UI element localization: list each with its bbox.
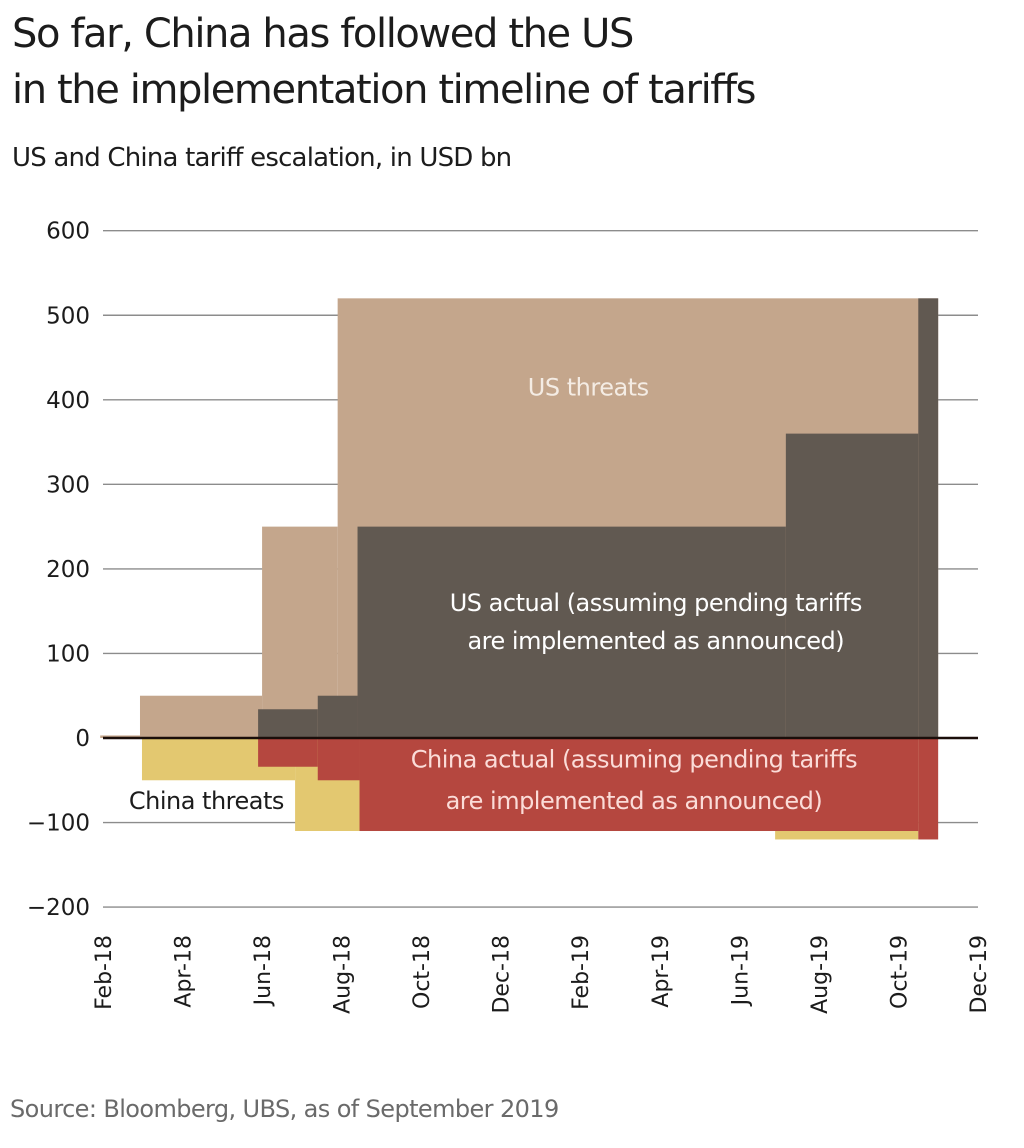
x-tick-label: Oct-18 <box>410 935 435 1009</box>
step-bar <box>918 298 939 738</box>
step-bar <box>317 695 358 738</box>
annotation-label: US actual (assuming pending tariffs <box>450 589 862 617</box>
chart-title-line-2: in the implementation timeline of tariff… <box>12 67 756 113</box>
step-areas <box>100 298 939 840</box>
y-tick-label: 200 <box>46 557 90 583</box>
y-tick-label: 600 <box>46 219 90 245</box>
x-tick-label: Apr-19 <box>649 935 674 1008</box>
y-tick-label: −100 <box>27 811 90 837</box>
x-tick-label: Dec-18 <box>490 935 515 1014</box>
chart-title: So far, China has followed the US in the… <box>12 6 756 118</box>
annotation-label: China threats <box>129 787 284 815</box>
step-bar <box>258 738 318 767</box>
x-tick-label: Feb-18 <box>92 935 117 1010</box>
y-tick-label: −200 <box>27 895 90 921</box>
x-axis-ticks: Feb-18 Apr-18 Jun-18 Aug-18 Oct-18 Dec-18 Feb-… <box>92 935 992 1014</box>
step-bar <box>918 738 939 840</box>
x-tick-label: Jun-18 <box>251 935 276 1007</box>
annotation-label: China actual (assuming pending tariffs <box>411 746 857 774</box>
y-tick-label: 500 <box>46 303 90 329</box>
annotations: US threats US actual (assuming pending ta… <box>118 374 862 820</box>
x-tick-label: Aug-18 <box>331 935 356 1014</box>
x-tick-label: Dec-19 <box>967 935 992 1014</box>
y-tick-label: 0 <box>75 726 90 752</box>
y-tick-label: 300 <box>46 472 90 498</box>
x-tick-label: Jun-19 <box>728 935 753 1007</box>
step-bar <box>359 738 919 832</box>
series-us-actual <box>258 298 939 738</box>
annotation-label: are implemented as announced) <box>446 787 823 815</box>
step-bar <box>139 695 263 738</box>
y-tick-label: 100 <box>46 641 90 667</box>
source-note: Source: Bloomberg, UBS, as of September … <box>10 1095 559 1123</box>
y-axis-ticks: 600 500 400 300 200 100 0 −100 −200 <box>27 219 90 921</box>
series-china-actual <box>258 738 939 840</box>
x-tick-label: Apr-18 <box>172 935 197 1008</box>
step-bar <box>785 433 919 738</box>
step-bar <box>100 735 140 738</box>
annotation-label: US threats <box>528 374 649 402</box>
step-bar <box>317 738 360 781</box>
chart-subtitle: US and China tariff escalation, in USD b… <box>12 143 512 173</box>
annotation-label: are implemented as announced) <box>467 627 844 655</box>
x-tick-label: Aug-19 <box>808 935 833 1014</box>
step-bar <box>258 709 318 738</box>
chart-title-line-1: So far, China has followed the US <box>12 11 634 57</box>
x-tick-label: Feb-19 <box>569 935 594 1010</box>
x-tick-label: Oct-19 <box>887 935 912 1009</box>
annotation-background <box>118 785 295 820</box>
y-tick-label: 400 <box>46 388 90 414</box>
step-bar <box>357 526 786 738</box>
